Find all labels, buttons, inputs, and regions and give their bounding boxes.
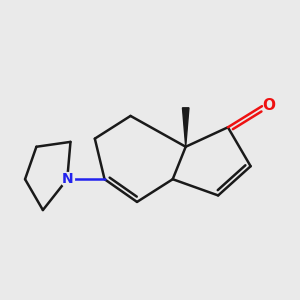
Polygon shape — [182, 108, 189, 147]
Text: N: N — [61, 172, 73, 186]
Text: O: O — [262, 98, 276, 113]
